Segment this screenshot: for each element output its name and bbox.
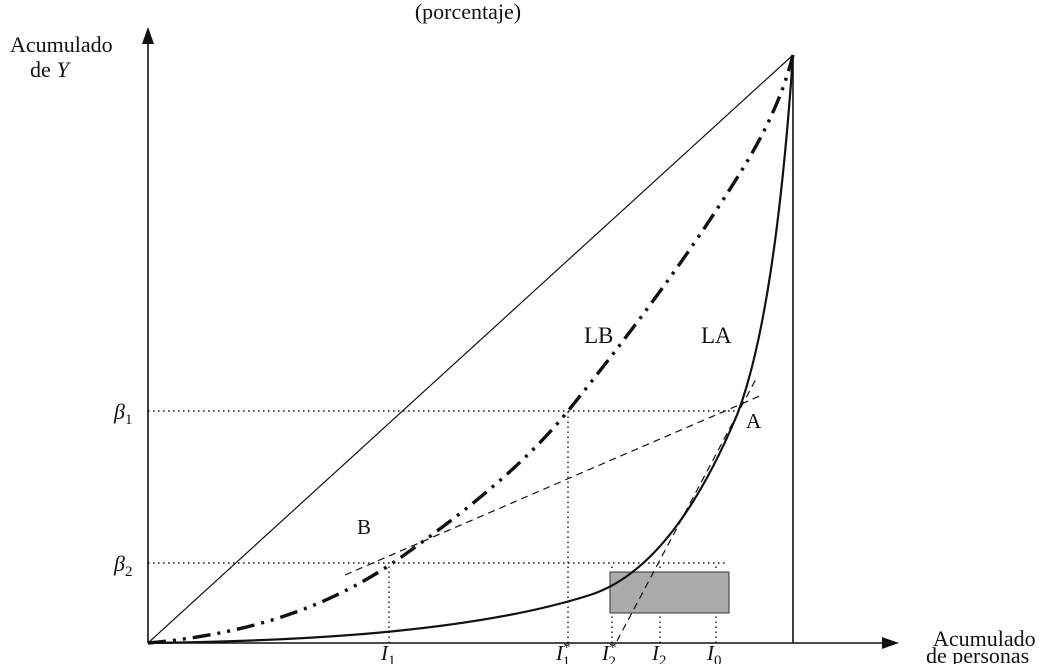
i2-subscript: 2 <box>659 653 667 664</box>
lb-curve-label: LB <box>584 323 613 348</box>
y-axis-label-line2: de Y <box>30 57 72 82</box>
figure-title: (porcentaje) <box>415 0 521 24</box>
i1-subscript: 1 <box>388 653 396 664</box>
la-curve-label: LA <box>701 323 732 348</box>
y-axis-arrow-icon <box>142 27 154 44</box>
i0-symbol: I <box>706 641 715 664</box>
x-axis-label-line2: de personas <box>926 643 1029 664</box>
x-tick-i1: I1 <box>380 641 396 664</box>
x-tick-i2star: I* 2 <box>601 640 617 664</box>
i1star-superscript: * <box>563 640 571 656</box>
y-axis-label-word: de <box>30 57 51 82</box>
y-axis-label-line1: Acumulado <box>10 32 113 57</box>
beta2-subscript: 2 <box>125 564 133 580</box>
beta2-symbol: β <box>113 551 125 576</box>
la-curve <box>147 54 795 645</box>
equality-line <box>147 54 794 644</box>
x-tick-i1star: I* 1 <box>555 640 571 664</box>
i2star-symbol: I <box>601 641 610 664</box>
x-tick-i2: I2 <box>651 641 667 664</box>
i0-subscript: 0 <box>714 653 722 664</box>
beta1-symbol: β <box>113 399 125 424</box>
beta1-subscript: 1 <box>125 412 133 428</box>
x-axis-arrow-icon <box>882 637 899 649</box>
i2star-superscript: * <box>609 640 617 656</box>
lb-curve <box>147 54 795 645</box>
i2-symbol: I <box>651 641 660 664</box>
shaded-region <box>609 571 730 614</box>
x-tick-i0: I0 <box>706 641 722 664</box>
secant-line-BA <box>344 394 763 576</box>
point-b-label: B <box>357 515 371 539</box>
y-tick-beta1: β1 <box>113 399 132 428</box>
i1star-symbol: I <box>555 641 564 664</box>
y-axis-variable: Y <box>57 57 72 82</box>
point-a-label: A <box>746 409 762 433</box>
i1-symbol: I <box>380 641 389 664</box>
i1star-subscript: 1 <box>563 654 571 664</box>
x-axis-label-line1: Acumulado <box>933 626 1036 651</box>
y-tick-beta2: β2 <box>113 551 132 580</box>
i2star-subscript: 2 <box>609 654 617 664</box>
